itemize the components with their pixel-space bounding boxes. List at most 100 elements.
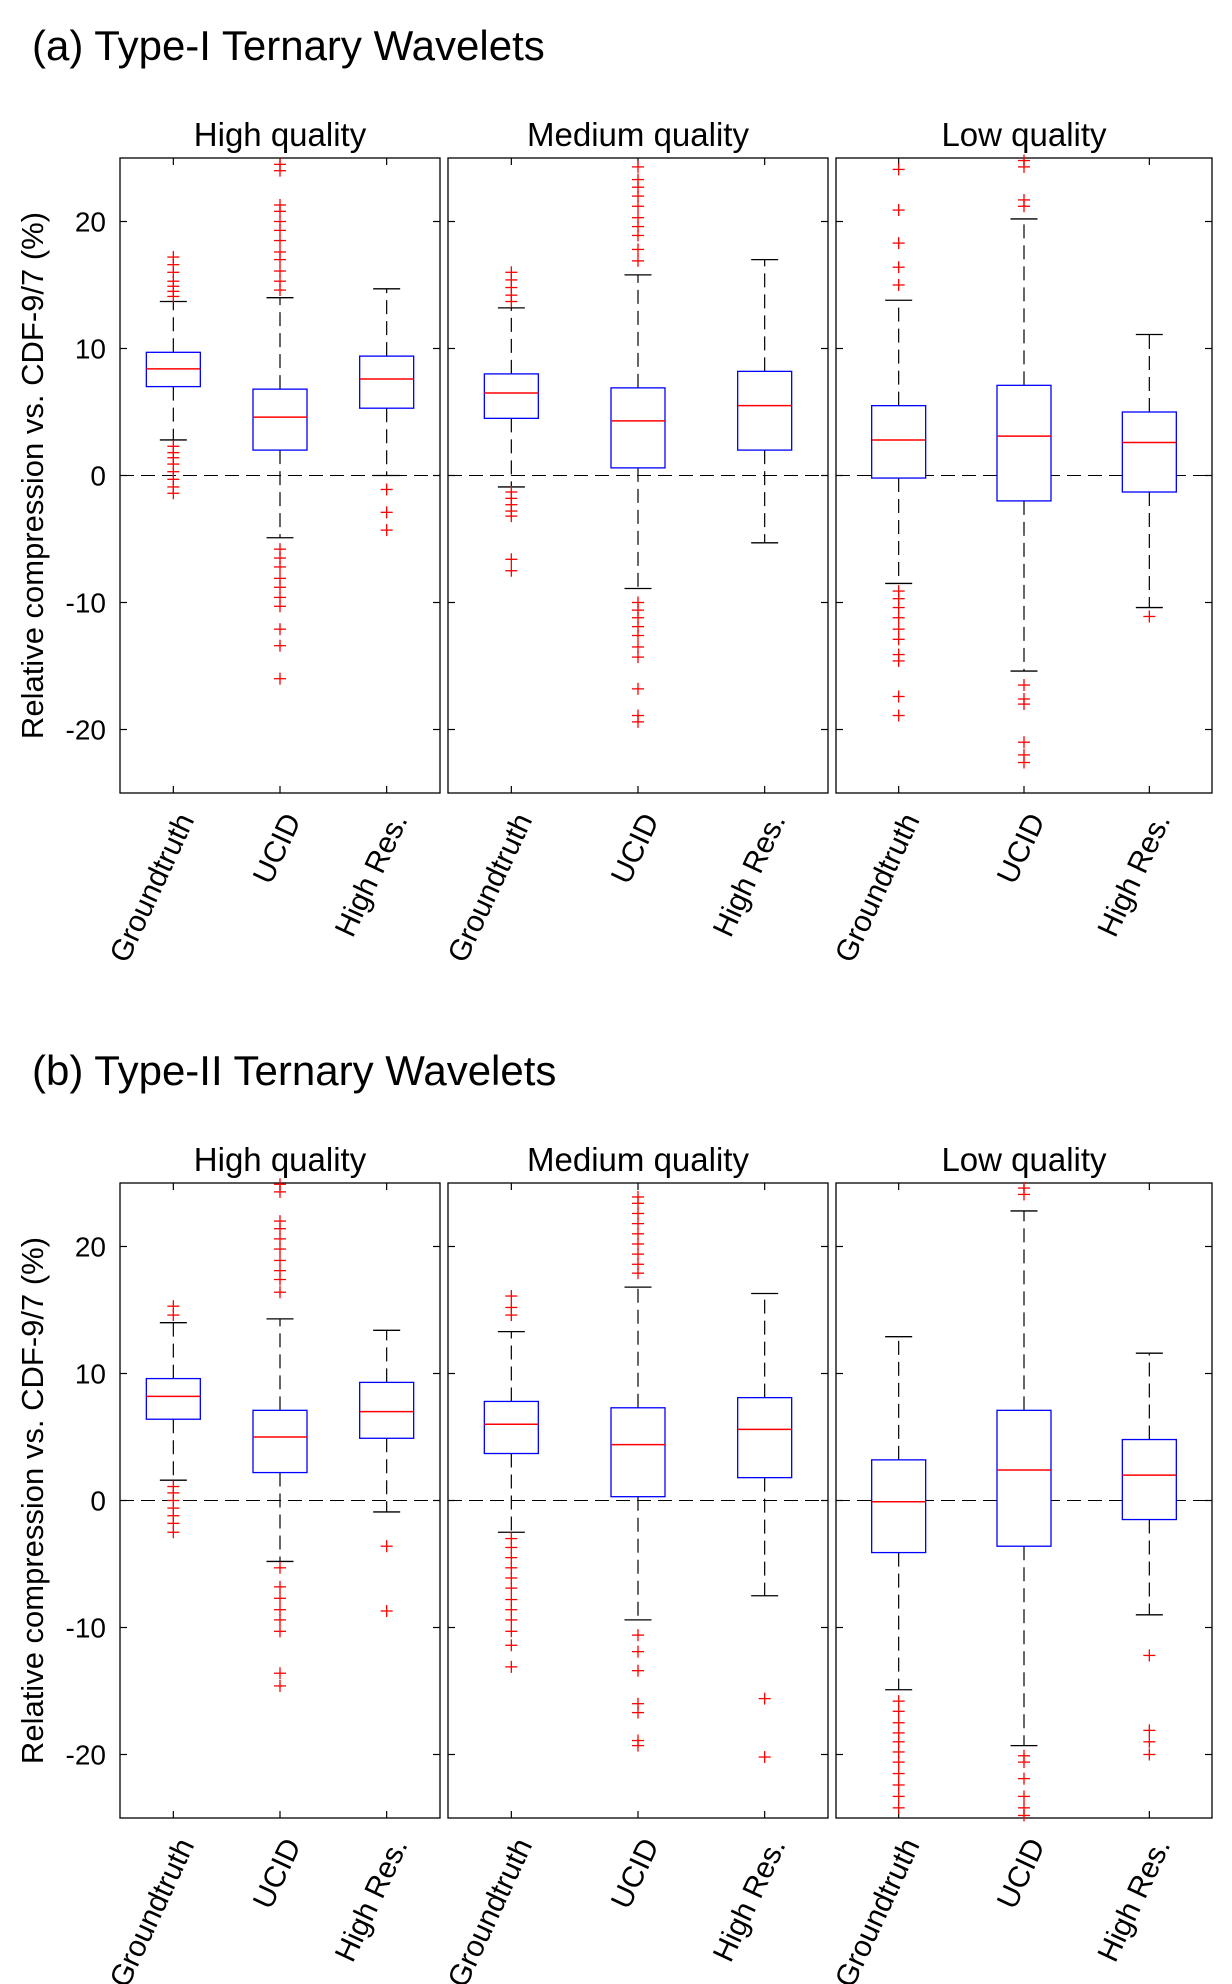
outlier-marker [892,1778,905,1791]
outlier-marker [505,553,518,566]
outlier-marker [1018,679,1030,692]
outlier-marker [274,245,286,258]
outlier-marker [1143,1748,1156,1761]
outlier-marker [505,1551,518,1564]
y-tick-label: -20 [66,714,106,745]
outlier-marker [505,1660,518,1673]
outlier-marker [632,254,644,267]
outlier-marker [1018,1182,1030,1195]
outlier-marker [274,1580,286,1593]
outlier-marker [892,261,905,274]
outlier-marker [632,200,644,213]
y-tick-label: 0 [90,460,106,491]
outlier-marker [274,1264,286,1277]
outlier-marker [632,1706,644,1719]
outlier-marker [1143,610,1156,623]
outlier-marker [505,1613,518,1626]
iqr-box [737,370,793,451]
y-tick-label: 10 [75,333,106,364]
outlier-marker [892,654,905,667]
panel-title: Low quality [941,116,1107,153]
outlier-marker [505,1582,518,1595]
outlier-marker [632,715,644,728]
outlier-marker [1143,1724,1156,1737]
outlier-marker [274,1232,286,1245]
outlier-marker [632,1258,644,1271]
y-tick-label: 20 [75,1231,106,1262]
y-tick-label: -10 [66,587,106,618]
iqr-box [871,404,927,479]
outlier-marker [632,211,644,224]
outlier-marker [632,629,644,642]
y-tick-label: 0 [90,1485,106,1516]
outlier-marker [632,1217,644,1230]
outlier-marker [632,1190,644,1203]
outlier-marker [892,163,905,176]
outlier-marker [274,600,286,613]
outlier-marker [1018,756,1030,769]
outlier-marker [505,1541,518,1554]
outlier-marker [892,1695,905,1708]
iqr-box [996,384,1052,502]
outlier-marker [505,1603,518,1616]
outlier-marker [505,1561,518,1574]
iqr-box [1121,1438,1177,1521]
outlier-marker [274,158,286,171]
outlier-marker [505,1593,518,1606]
outlier-marker [167,487,180,500]
section-title: (b) Type-II Ternary Wavelets [32,1047,556,1094]
iqr-box [252,1409,308,1474]
outlier-marker [632,1237,644,1250]
outlier-marker [892,237,905,250]
outlier-marker [892,1756,905,1769]
outlier-marker [505,1290,518,1303]
iqr-box [737,1396,793,1479]
outlier-marker [892,1790,905,1803]
outlier-marker [274,1592,286,1605]
outlier-marker [1018,1756,1030,1769]
iqr-box [359,355,415,409]
outlier-marker [380,483,393,496]
outlier-marker [274,234,286,247]
iqr-box [252,388,308,451]
outlier-marker [632,173,644,186]
outlier-marker [1018,698,1030,711]
outlier-marker [892,1705,905,1718]
outlier-marker [1018,1772,1030,1785]
iqr-box [483,373,539,419]
outlier-marker [1018,1790,1030,1803]
outlier-marker [1018,1809,1030,1822]
outlier-marker [274,1215,286,1228]
outlier-marker [632,682,644,695]
y-tick-label: 20 [75,206,106,237]
outlier-marker [274,672,286,685]
outlier-marker [505,266,518,279]
outlier-marker [632,1645,644,1658]
outlier-marker [274,265,286,278]
iqr-box [483,1400,539,1455]
outlier-marker [380,524,393,537]
outlier-marker [274,623,286,636]
outlier-marker [274,581,286,594]
section-title: (a) Type-I Ternary Wavelets [32,22,545,69]
outlier-marker [1018,193,1030,206]
outlier-marker [892,1801,905,1814]
outlier-marker [274,1625,286,1638]
outlier-marker [632,651,644,664]
outlier-marker [1143,1649,1156,1662]
outlier-marker [892,690,905,703]
outlier-marker [892,611,905,624]
y-tick-label: 10 [75,1358,106,1389]
outlier-marker [380,506,393,519]
y-axis-label: Relative compression vs. CDF-9/7 (%) [15,1237,50,1764]
outlier-marker [274,1613,286,1626]
outlier-marker [892,1745,905,1758]
outlier-marker [505,564,518,577]
outlier-marker [274,1254,286,1267]
outlier-marker [1143,1735,1156,1748]
outlier-marker [274,1286,286,1299]
outlier-marker [274,1178,286,1191]
outlier-marker [274,639,286,652]
outlier-marker [632,1227,644,1240]
